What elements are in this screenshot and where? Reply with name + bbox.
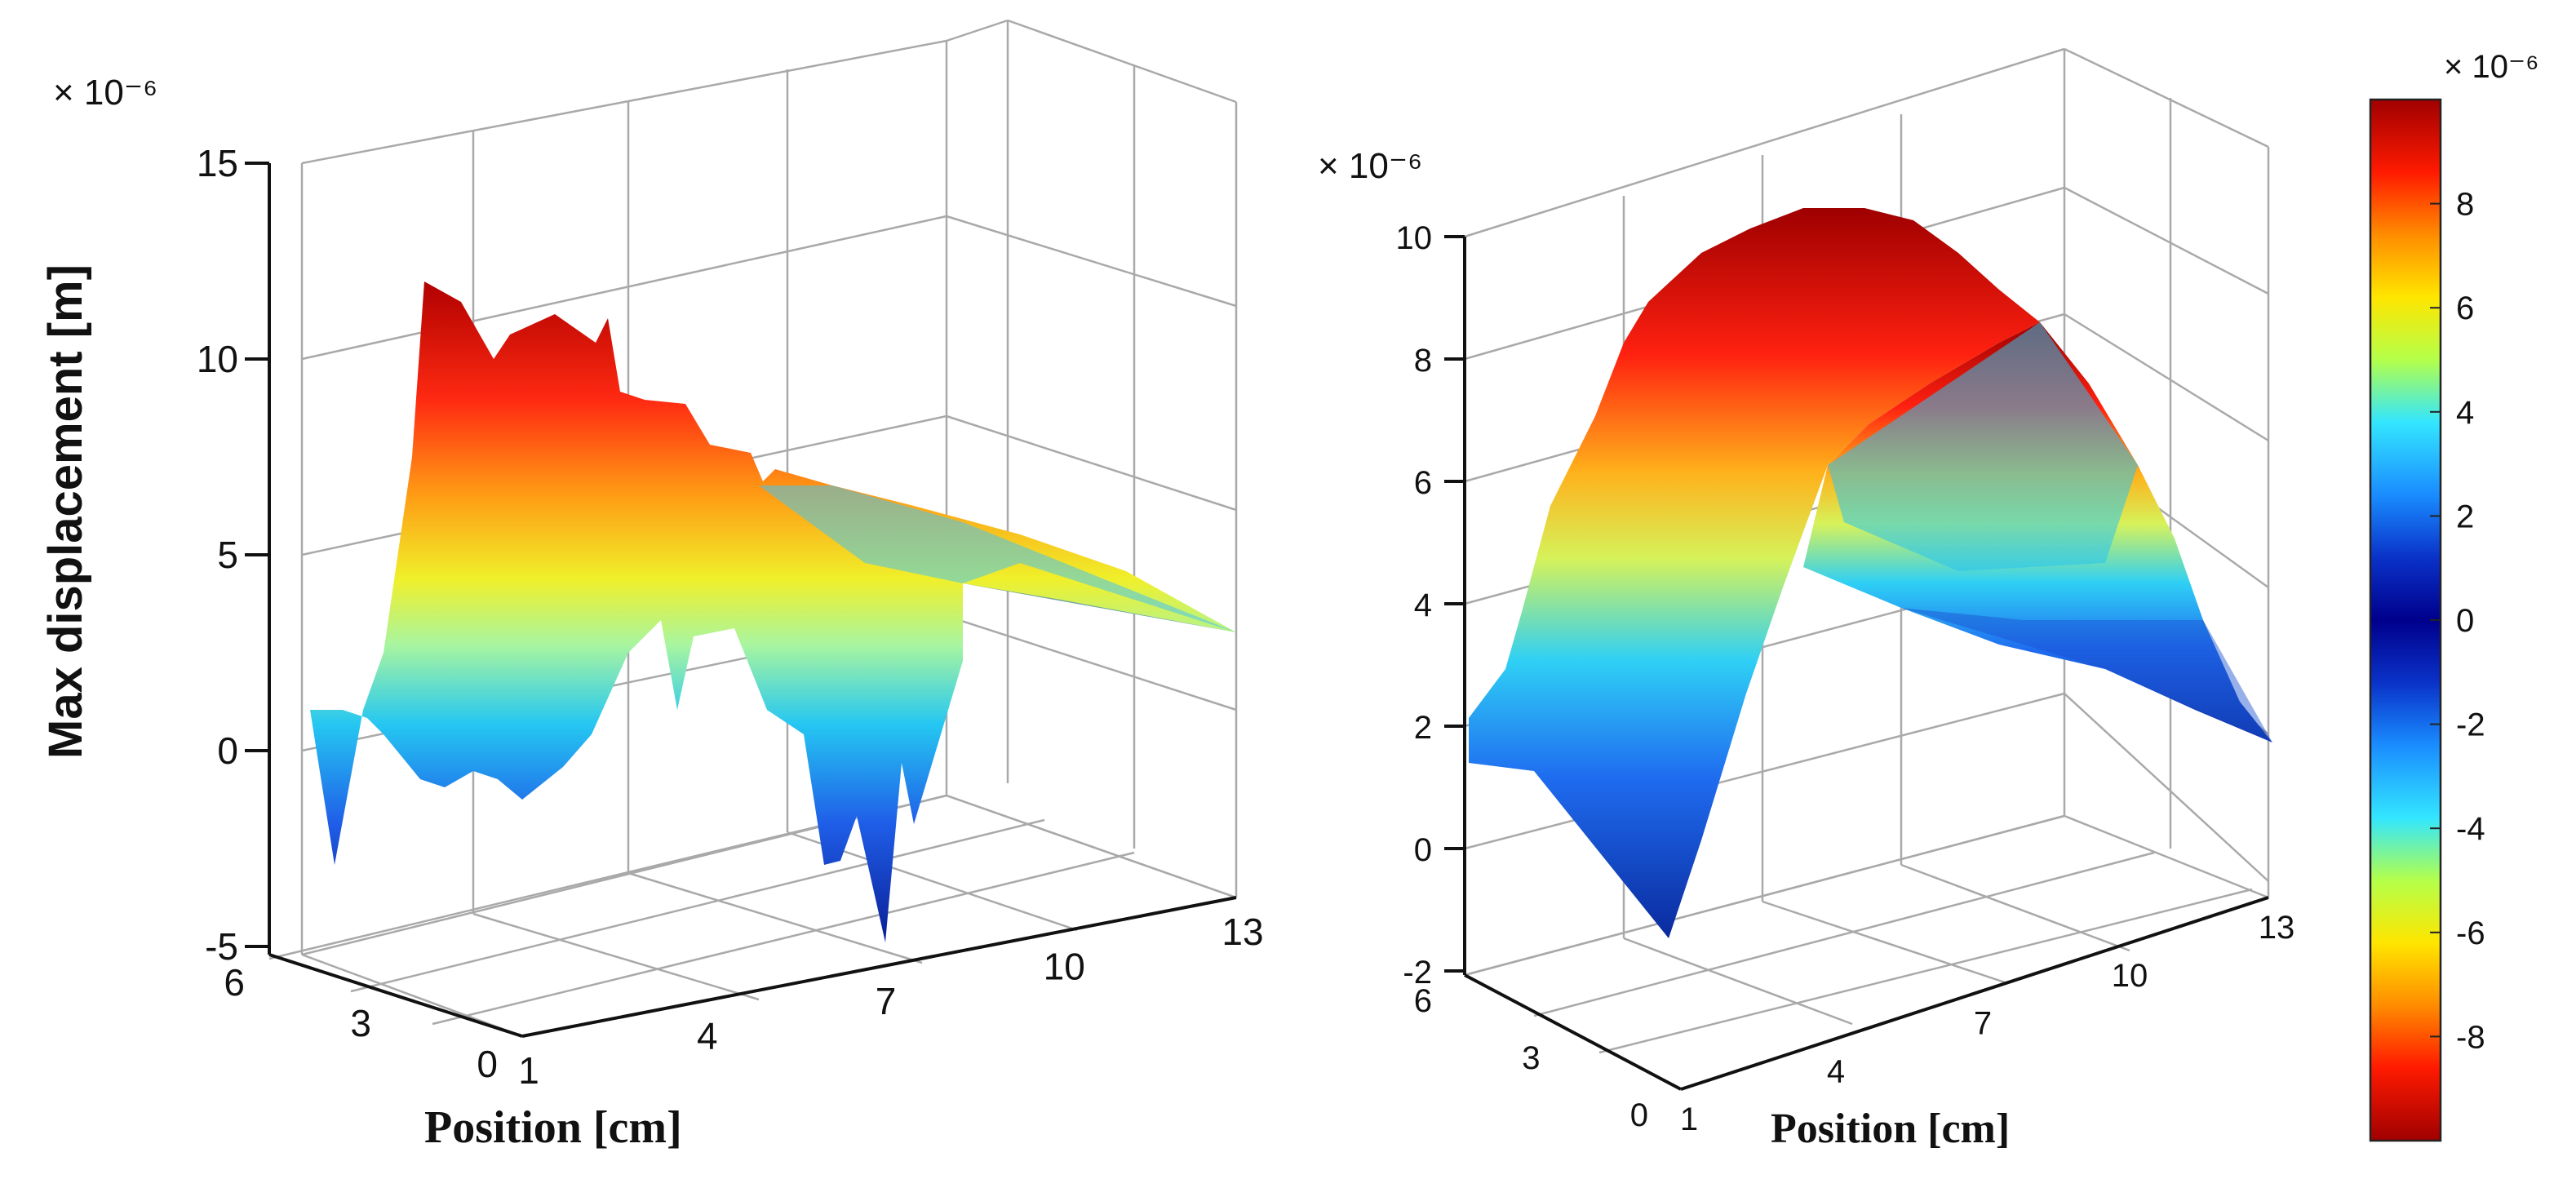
left-y-tick-label: 0: [477, 1043, 498, 1085]
colorbar-tick-labels: 8 6 4 2 0 -2 -4 -6 -8: [2430, 187, 2485, 1055]
colorbar-tick-label: 2: [2456, 499, 2474, 534]
right-z-tick-label: 8: [1414, 343, 1432, 379]
left-x-tick-labels: 1 4 7 10 13: [518, 911, 1263, 1092]
left-z-tick-label: 15: [197, 142, 238, 184]
left-z-tick-label: 10: [197, 338, 238, 380]
right-z-tick-label: -2: [1403, 955, 1432, 991]
left-z-tick-labels: -5 0 5 10 15: [197, 142, 238, 968]
left-x-axis-label: Position [cm]: [424, 1102, 682, 1153]
colorbar-tick-label: 6: [2456, 290, 2474, 326]
left-z-tick-label: 5: [217, 534, 238, 576]
left-z-axis-label: Max displacement [m]: [39, 264, 92, 759]
left-x-tick-label: 13: [1221, 911, 1263, 953]
colorbar-tick-label: 8: [2456, 187, 2474, 223]
right-x-tick-label: 13: [2259, 910, 2295, 946]
right-z-tick-labels: -2 0 2 4 6 8 10: [1396, 220, 1433, 991]
left-z-tick-label: 0: [217, 729, 238, 772]
right-axes: [1444, 235, 2269, 1091]
right-z-exponent: × 10⁻⁶: [1318, 146, 1422, 186]
left-x-tick-label: 7: [876, 980, 897, 1022]
right-x-axis-label: Position [cm]: [1771, 1106, 2010, 1152]
left-y-tick-labels: 0 3 6: [224, 961, 498, 1085]
right-x-tick-label: 1: [1680, 1101, 1698, 1137]
right-surface: [1469, 208, 2272, 938]
left-x-tick-label: 1: [518, 1049, 539, 1092]
right-y-tick-label: 3: [1522, 1040, 1540, 1076]
right-y-tick-labels: 0 3 6: [1414, 983, 1648, 1133]
right-surface-plot: -2 0 2 4 6 8 10 1 4 7 10 13 0 3 6 × 10⁻⁶ Position [c…: [1318, 47, 2294, 1152]
right-x-tick-label: 7: [1974, 1006, 1992, 1042]
right-y-tick-label: 0: [1630, 1097, 1648, 1133]
left-z-exponent: × 10⁻⁶: [53, 73, 157, 113]
colorbar-exponent: × 10⁻⁶: [2444, 49, 2539, 85]
right-x-tick-labels: 1 4 7 10 13: [1680, 910, 2294, 1137]
colorbar: × 10⁻⁶ 8 6 4 2 0 -2 -4 -6 -8: [2369, 49, 2539, 1142]
right-x-tick-label: 10: [2112, 958, 2148, 994]
left-axes: [245, 162, 1237, 1038]
left-y-tick-label: 6: [224, 961, 245, 1004]
left-surface: [273, 281, 1236, 942]
colorbar-tick-label: -2: [2456, 707, 2485, 743]
colorbar-tick-label: -8: [2456, 1019, 2485, 1055]
colorbar-tick-label: 4: [2456, 395, 2474, 431]
right-z-tick-label: 2: [1414, 710, 1432, 746]
right-z-tick-label: 10: [1396, 220, 1433, 256]
right-y-tick-label: 6: [1414, 983, 1432, 1019]
colorbar-tick-label: -6: [2456, 915, 2485, 951]
right-x-tick-label: 4: [1827, 1053, 1845, 1089]
right-z-tick-label: 0: [1414, 832, 1432, 868]
right-z-tick-label: 4: [1414, 587, 1432, 623]
left-x-tick-label: 10: [1044, 946, 1085, 988]
left-back-wall-grid: [268, 19, 1238, 1038]
colorbar-tick-label: 0: [2456, 603, 2474, 639]
left-z-tick-label: -5: [205, 925, 238, 968]
left-surface-plot: -5 0 5 10 15 1 4 7 10 13 0 3 6 × 10⁻⁶ Max displace…: [39, 19, 1264, 1153]
colorbar-tick-label: -4: [2456, 811, 2485, 847]
right-z-tick-label: 6: [1414, 465, 1432, 501]
left-x-tick-label: 4: [697, 1015, 718, 1057]
left-y-tick-label: 3: [350, 1002, 371, 1044]
